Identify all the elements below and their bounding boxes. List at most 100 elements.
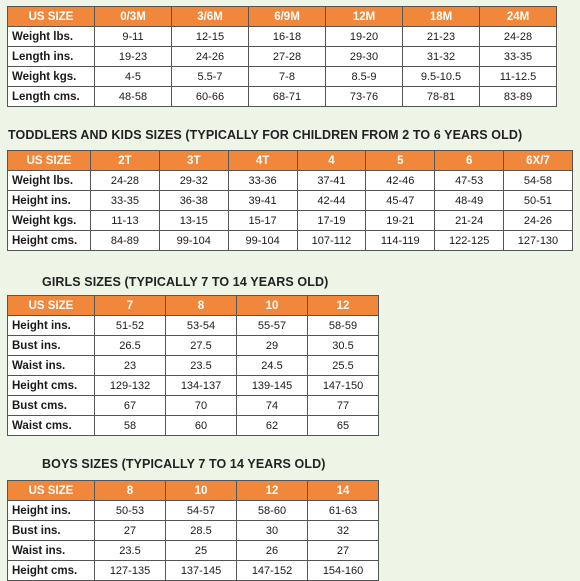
size-value-cell: 16-18: [248, 26, 326, 47]
table-row: Weight lbs. 9-11 12-15 16-18 19-20 21-23 24-28: [7, 26, 557, 47]
table-row: Height ins. 51-52 53-54 55-57 58-59: [7, 315, 379, 336]
us-size-header: US SIZE: [7, 480, 95, 501]
boys-header-row: US SIZE 8 10 12 14: [7, 480, 379, 501]
toddlers-size-table: US SIZE 2T 3T 4T 4 5 6 6X/7 Weight lbs. 24-28 29-…: [7, 150, 573, 251]
size-value-cell: 73-76: [325, 86, 403, 107]
size-value-cell: 25.5: [307, 355, 379, 376]
size-value-cell: 29: [236, 335, 308, 356]
size-value-cell: 61-63: [307, 500, 379, 521]
size-column-header: 7: [94, 295, 166, 316]
size-value-cell: 62: [236, 415, 308, 436]
size-value-cell: 65: [307, 415, 379, 436]
size-value-cell: 129-132: [94, 375, 166, 396]
size-value-cell: 15-17: [227, 210, 298, 231]
size-column-header: 5: [365, 150, 436, 171]
size-value-cell: 70: [165, 395, 237, 416]
row-label: Waist ins.: [7, 540, 95, 561]
table-row: Length ins. 19-23 24-26 27-28 29-30 31-32 33-3…: [7, 46, 557, 67]
size-value-cell: 107-112: [296, 230, 367, 251]
size-value-cell: 58-59: [307, 315, 379, 336]
table-row: Height cms. 129-132 134-137 139-145 147-150: [7, 375, 379, 396]
size-value-cell: 122-125: [434, 230, 505, 251]
size-value-cell: 4-5: [94, 66, 172, 87]
row-label: Weight lbs.: [7, 170, 91, 191]
size-column-header: 8: [94, 480, 166, 501]
size-value-cell: 27: [94, 520, 166, 541]
size-value-cell: 7-8: [248, 66, 326, 87]
size-value-cell: 28.5: [165, 520, 237, 541]
size-value-cell: 19-20: [325, 26, 403, 47]
size-column-header: 3T: [158, 150, 229, 171]
size-value-cell: 33-36: [227, 170, 298, 191]
size-value-cell: 27.5: [165, 335, 237, 356]
size-value-cell: 9.5-10.5: [402, 66, 480, 87]
size-value-cell: 83-89: [479, 86, 557, 107]
size-value-cell: 58-60: [236, 500, 308, 521]
size-value-cell: 5.5-7: [171, 66, 249, 87]
size-value-cell: 99-104: [158, 230, 229, 251]
size-value-cell: 19-23: [94, 46, 172, 67]
size-value-cell: 8.5-9: [325, 66, 403, 87]
size-value-cell: 147-150: [307, 375, 379, 396]
boys-section-heading: BOYS SIZES (TYPICALLY 7 TO 14 YEARS OLD): [42, 457, 326, 471]
row-label: Weight kgs.: [7, 210, 91, 231]
size-value-cell: 134-137: [165, 375, 237, 396]
row-label: Height ins.: [7, 500, 95, 521]
size-value-cell: 48-58: [94, 86, 172, 107]
size-value-cell: 42-46: [365, 170, 436, 191]
size-column-header: 14: [307, 480, 379, 501]
size-value-cell: 68-71: [248, 86, 326, 107]
size-column-header: 0/3M: [94, 6, 172, 27]
size-column-header: 10: [165, 480, 237, 501]
size-value-cell: 33-35: [90, 190, 160, 211]
row-label: Height ins.: [7, 190, 91, 211]
size-column-header: 4T: [227, 150, 298, 171]
size-value-cell: 127-135: [94, 560, 166, 581]
size-value-cell: 84-89: [90, 230, 160, 251]
size-column-header: 6X/7: [503, 150, 573, 171]
size-value-cell: 31-32: [402, 46, 480, 67]
size-value-cell: 26: [236, 540, 308, 561]
size-value-cell: 36-38: [158, 190, 229, 211]
row-label: Bust ins.: [7, 335, 95, 356]
size-value-cell: 27: [307, 540, 379, 561]
table-row: Height ins. 33-35 36-38 39-41 42-44 45-47 48-4…: [7, 190, 573, 211]
table-row: Waist ins. 23.5 25 26 27: [7, 540, 379, 561]
size-value-cell: 55-57: [236, 315, 308, 336]
table-row: Height cms. 127-135 137-145 147-152 154-160: [7, 560, 379, 581]
row-label: Height ins.: [7, 315, 95, 336]
size-value-cell: 33-35: [479, 46, 557, 67]
size-value-cell: 23.5: [94, 540, 166, 561]
size-column-header: 24M: [479, 6, 557, 27]
size-value-cell: 127-130: [503, 230, 573, 251]
size-value-cell: 11-13: [90, 210, 160, 231]
size-value-cell: 139-145: [236, 375, 308, 396]
size-value-cell: 60-66: [171, 86, 249, 107]
row-label: Length cms.: [7, 86, 95, 107]
size-value-cell: 39-41: [227, 190, 298, 211]
row-label: Bust ins.: [7, 520, 95, 541]
table-row: Waist ins. 23 23.5 24.5 25.5: [7, 355, 379, 376]
size-value-cell: 77: [307, 395, 379, 416]
size-value-cell: 147-152: [236, 560, 308, 581]
size-value-cell: 99-104: [227, 230, 298, 251]
row-label: Height cms.: [7, 230, 91, 251]
row-label: Height cms.: [7, 375, 95, 396]
table-row: Weight lbs. 24-28 29-32 33-36 37-41 42-46 47-5…: [7, 170, 573, 191]
size-value-cell: 11-12.5: [479, 66, 557, 87]
toddlers-section-heading: TODDLERS AND KIDS SIZES (TYPICALLY FOR C…: [8, 128, 523, 142]
size-value-cell: 19-21: [365, 210, 436, 231]
row-label: Weight kgs.: [7, 66, 95, 87]
size-value-cell: 50-51: [503, 190, 573, 211]
size-value-cell: 12-15: [171, 26, 249, 47]
size-value-cell: 29-30: [325, 46, 403, 67]
size-value-cell: 23: [94, 355, 166, 376]
size-value-cell: 24-28: [90, 170, 160, 191]
size-value-cell: 26.5: [94, 335, 166, 356]
size-value-cell: 24.5: [236, 355, 308, 376]
size-column-header: 4: [296, 150, 367, 171]
size-value-cell: 137-145: [165, 560, 237, 581]
girls-section-heading: GIRLS SIZES (TYPICALLY 7 TO 14 YEARS OLD…: [42, 275, 329, 289]
size-value-cell: 24-26: [171, 46, 249, 67]
size-value-cell: 54-58: [503, 170, 573, 191]
